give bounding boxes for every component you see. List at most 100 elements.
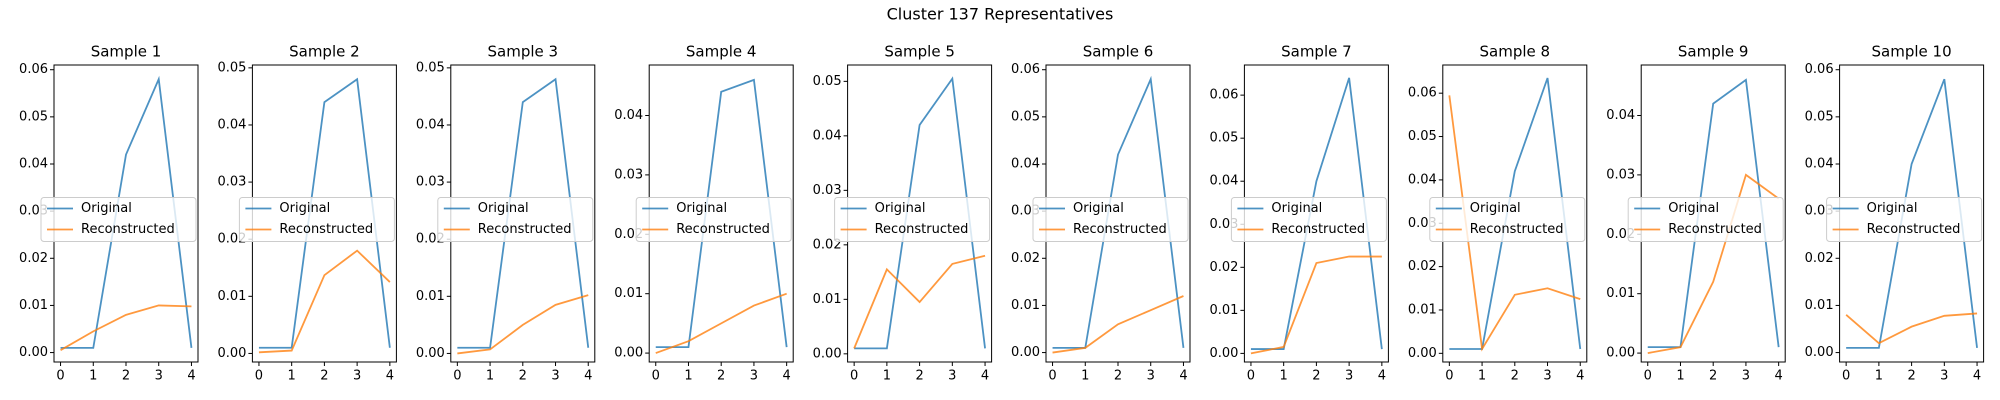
- legend-box: [40, 197, 197, 242]
- x-tick-label: 3: [1543, 369, 1551, 384]
- series-line: [1846, 78, 1978, 349]
- x-tick-label: 3: [1147, 369, 1155, 384]
- legend-label: Original: [1470, 201, 1521, 216]
- subplot: Sample 80.000.010.020.030.040.050.060 1 2 3…: [1408, 43, 1588, 384]
- legend-box: [1627, 197, 1784, 242]
- x-tick-label: 3: [750, 369, 758, 384]
- y-tick-label: 0.01: [1606, 286, 1635, 301]
- legend-label: Reconstructed: [81, 222, 175, 237]
- series-line: [1845, 312, 1978, 345]
- x-tick-label: 2: [519, 369, 527, 384]
- y-tick-label: 0.05: [1209, 131, 1238, 146]
- legend-label: Original: [1073, 201, 1124, 216]
- series-line: [854, 76, 986, 350]
- legend-box: [1230, 197, 1387, 242]
- x-tick-label: 1: [1676, 369, 1684, 384]
- y-tick-label: 0.03: [416, 175, 445, 190]
- subplot-title: Sample 10: [1872, 43, 1952, 61]
- x-tick-label: 1: [883, 369, 891, 384]
- series-line: [1647, 173, 1780, 354]
- subplot-title: Sample 2: [289, 43, 360, 61]
- series-line: [1647, 78, 1780, 349]
- y-tick-label: 0.00: [1805, 345, 1834, 360]
- x-tick-label: 2: [1114, 369, 1122, 384]
- y-tick-label: 0.04: [1011, 157, 1040, 172]
- subplot-title: Sample 5: [884, 43, 955, 61]
- y-tick-label: 0.03: [614, 167, 643, 182]
- y-tick-label: 0.01: [614, 286, 643, 301]
- legend-label: Original: [478, 201, 529, 216]
- legend-label: Original: [676, 201, 727, 216]
- subplot: Sample 100.000.010.020.030.040.050.060 1 2…: [1805, 43, 1985, 384]
- y-tick-label: 0.02: [813, 237, 842, 252]
- x-tick-label: 3: [1345, 369, 1353, 384]
- x-tick-label: 2: [1907, 369, 1915, 384]
- x-tick-label: 1: [288, 369, 296, 384]
- y-tick-label: 0.01: [19, 298, 48, 313]
- y-tick-label: 0.05: [19, 109, 48, 124]
- y-tick-label: 0.06: [19, 62, 48, 77]
- y-tick-label: 0.02: [1209, 260, 1238, 275]
- subplot: Sample 70.000.010.020.030.040.050.060 1 2 3…: [1209, 43, 1389, 384]
- legend-label: Reconstructed: [1867, 222, 1961, 237]
- legend-label: Reconstructed: [1271, 222, 1365, 237]
- x-tick-label: 0: [652, 369, 660, 384]
- legend-label: Original: [1867, 201, 1918, 216]
- subplot-title: Sample 6: [1083, 43, 1154, 61]
- subplot: Sample 10.000.010.020.030.040.050.060 1 2 3…: [19, 43, 199, 384]
- subplot: Sample 30.000.010.020.030.040.050 1 2 3 4Ori…: [416, 43, 596, 384]
- x-tick-label: 0: [1644, 369, 1652, 384]
- y-tick-label: 0.05: [217, 60, 246, 75]
- legend-box: [437, 197, 594, 242]
- y-tick-label: 0.05: [813, 74, 842, 89]
- x-tick-label: 2: [1312, 369, 1320, 384]
- x-tick-label: 4: [1378, 369, 1386, 384]
- y-tick-label: 0.05: [1805, 109, 1834, 124]
- subplot: Sample 20.000.010.020.030.040.050 1 2 3 4Ori…: [217, 43, 397, 384]
- y-tick-label: 0.02: [19, 251, 48, 266]
- y-tick-label: 0.05: [1011, 109, 1040, 124]
- series-line: [853, 254, 986, 349]
- y-tick-label: 0.03: [217, 175, 246, 190]
- y-tick-label: 0.04: [1209, 174, 1238, 189]
- x-tick-label: 1: [1280, 369, 1288, 384]
- y-tick-label: 0.01: [217, 289, 246, 304]
- y-tick-label: 0.00: [1606, 346, 1635, 361]
- y-tick-label: 0.04: [614, 108, 643, 123]
- x-tick-label: 3: [1742, 369, 1750, 384]
- subplot: Sample 90.000.010.020.030.040 1 2 3 4Origina…: [1606, 43, 1786, 384]
- series-line: [1052, 75, 1185, 349]
- y-tick-label: 0.00: [1209, 346, 1238, 361]
- legend-label: Reconstructed: [279, 222, 373, 237]
- y-tick-label: 0.04: [19, 157, 48, 172]
- series-line: [1449, 77, 1582, 350]
- y-tick-label: 0.06: [1011, 62, 1040, 77]
- x-tick-label: 4: [386, 369, 394, 384]
- legend-label: Reconstructed: [1470, 222, 1564, 237]
- x-tick-label: 1: [1875, 369, 1883, 384]
- series-line: [1250, 255, 1382, 355]
- y-tick-label: 0.00: [19, 345, 48, 360]
- y-tick-label: 0.03: [813, 183, 842, 198]
- legend-box: [635, 197, 792, 242]
- legend-label: Original: [279, 201, 330, 216]
- y-tick-label: 0.06: [1209, 88, 1238, 103]
- x-tick-label: 2: [1511, 369, 1519, 384]
- x-tick-label: 3: [155, 369, 163, 384]
- x-tick-label: 4: [783, 369, 791, 384]
- x-tick-label: 1: [89, 369, 97, 384]
- subplot-title: Sample 4: [686, 43, 757, 61]
- legend-box: [834, 197, 991, 242]
- legend-label: Original: [1668, 201, 1719, 216]
- series-line: [60, 75, 193, 349]
- y-tick-label: 0.04: [217, 117, 246, 132]
- y-tick-label: 0.02: [1805, 251, 1834, 266]
- x-tick-label: 2: [320, 369, 328, 384]
- x-tick-label: 2: [717, 369, 725, 384]
- y-tick-label: 0.00: [813, 346, 842, 361]
- subplot: Sample 40.000.010.020.030.040 1 2 3 4Origina…: [614, 43, 794, 384]
- subplot-title: Sample 9: [1678, 43, 1749, 61]
- legend-box: [1032, 197, 1189, 242]
- x-tick-label: 0: [850, 369, 858, 384]
